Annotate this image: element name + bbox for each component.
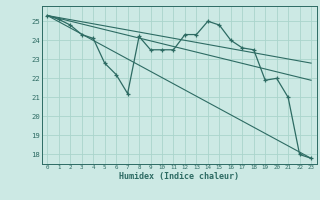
X-axis label: Humidex (Indice chaleur): Humidex (Indice chaleur): [119, 172, 239, 181]
